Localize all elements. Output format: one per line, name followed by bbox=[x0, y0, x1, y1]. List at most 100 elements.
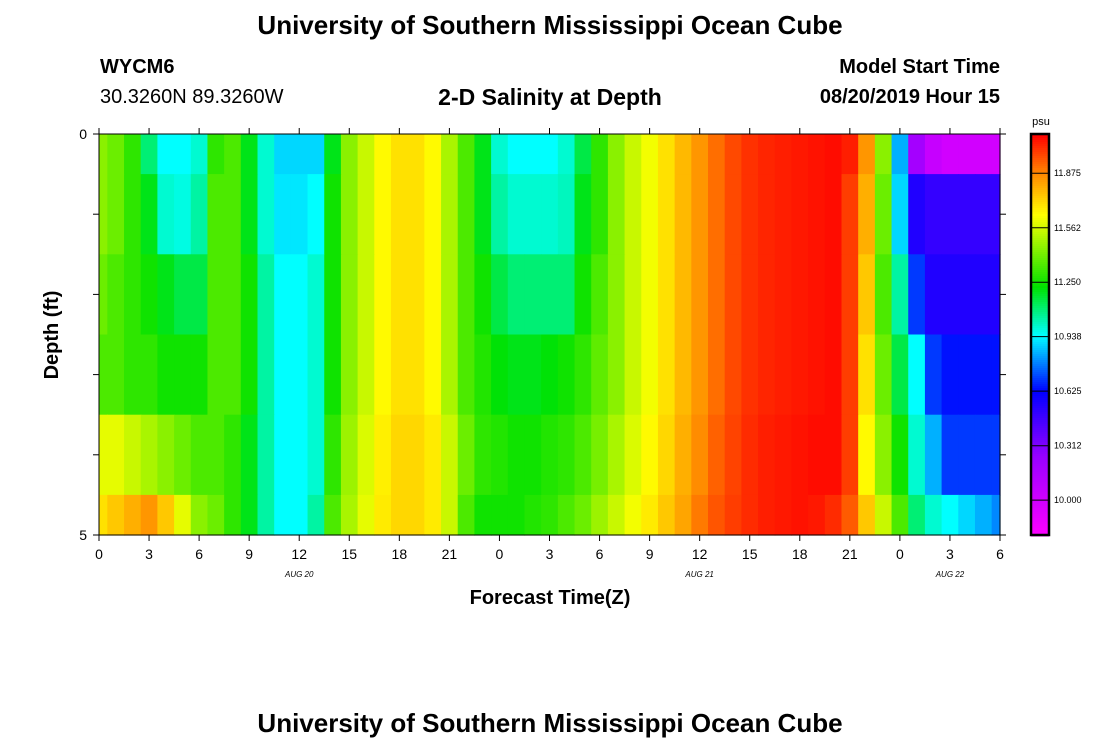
heatmap-cell bbox=[641, 494, 659, 536]
heatmap-cell bbox=[107, 414, 125, 496]
heatmap-cell bbox=[657, 134, 676, 175]
heatmap-cell bbox=[891, 174, 909, 255]
heatmap-cell bbox=[624, 334, 642, 416]
colorbar-swatch bbox=[1031, 170, 1049, 173]
heatmap-cell bbox=[307, 494, 325, 536]
heatmap-cell bbox=[607, 174, 626, 255]
heatmap-cell bbox=[374, 134, 392, 175]
colorbar-swatch bbox=[1031, 354, 1049, 357]
heatmap-cell bbox=[390, 494, 409, 536]
heatmap-cell bbox=[974, 174, 993, 255]
heatmap-cell bbox=[240, 494, 259, 536]
heatmap-cell bbox=[190, 494, 209, 536]
heatmap-cell bbox=[624, 254, 642, 336]
colorbar-swatch bbox=[1031, 478, 1049, 481]
heatmap-cell bbox=[991, 254, 1001, 336]
colorbar-swatch bbox=[1031, 208, 1049, 211]
colorbar-swatch bbox=[1031, 274, 1049, 277]
colorbar-swatch bbox=[1031, 272, 1049, 275]
heatmap-cell bbox=[891, 134, 909, 175]
heatmap-cell bbox=[207, 414, 225, 496]
colorbar-swatch bbox=[1031, 360, 1049, 363]
heatmap-cell bbox=[657, 334, 676, 416]
x-date-label: AUG 20 bbox=[284, 570, 314, 579]
heatmap-cell bbox=[290, 174, 309, 255]
heatmap-cell bbox=[724, 134, 742, 175]
colorbar-swatch bbox=[1031, 448, 1049, 451]
heatmap-cell bbox=[257, 134, 275, 175]
heatmap-cell bbox=[290, 494, 309, 536]
colorbar-swatch bbox=[1031, 508, 1049, 511]
colorbar-swatch bbox=[1031, 286, 1049, 289]
colorbar-swatch bbox=[1031, 206, 1049, 209]
colorbar-swatch bbox=[1031, 148, 1049, 151]
heatmap-cell bbox=[824, 174, 843, 255]
heatmap-cell bbox=[407, 494, 425, 536]
heatmap-cell bbox=[507, 174, 526, 255]
heatmap-cell bbox=[724, 414, 742, 496]
heatmap-cell bbox=[174, 494, 192, 536]
colorbar-swatch bbox=[1031, 276, 1049, 279]
heatmap-cell bbox=[741, 254, 759, 336]
colorbar-swatch bbox=[1031, 256, 1049, 259]
heatmap-cell bbox=[541, 334, 559, 416]
colorbar-swatch bbox=[1031, 220, 1049, 223]
heatmap-cell bbox=[908, 134, 926, 175]
heatmap-cell bbox=[657, 174, 676, 255]
heatmap-cell bbox=[524, 254, 542, 336]
colorbar-swatch bbox=[1031, 436, 1049, 439]
colorbar-swatch bbox=[1031, 142, 1049, 145]
heatmap-cell bbox=[674, 494, 692, 536]
x-tick-label: 21 bbox=[442, 546, 458, 562]
heatmap-cell bbox=[557, 254, 576, 336]
plot-frame bbox=[98, 133, 1001, 536]
heatmap-cell bbox=[557, 334, 576, 416]
heatmap-cell bbox=[124, 494, 142, 536]
heatmap-cell bbox=[524, 494, 542, 536]
colorbar-swatch bbox=[1031, 310, 1049, 313]
heatmap-cell bbox=[357, 414, 375, 496]
heatmap-cell bbox=[474, 334, 492, 416]
heatmap-cell bbox=[808, 254, 826, 336]
colorbar-swatch bbox=[1031, 416, 1049, 419]
heatmap-cell bbox=[424, 254, 442, 336]
colorbar-swatch bbox=[1031, 450, 1049, 453]
colorbar-swatch bbox=[1031, 456, 1049, 459]
heatmap-cell bbox=[824, 414, 843, 496]
colorbar-swatch bbox=[1031, 322, 1049, 325]
colorbar-swatch bbox=[1031, 250, 1049, 253]
heatmap-cell bbox=[657, 254, 676, 336]
x-tick-label: 15 bbox=[742, 546, 758, 562]
heatmap-cell bbox=[124, 334, 142, 416]
heatmap-cell bbox=[657, 494, 676, 536]
heatmap-cell bbox=[340, 334, 359, 416]
heatmap-cell bbox=[958, 494, 976, 536]
colorbar-swatch bbox=[1031, 462, 1049, 465]
heatmap-cell bbox=[591, 494, 609, 536]
colorbar-swatch bbox=[1031, 522, 1049, 525]
colorbar-swatch bbox=[1031, 156, 1049, 159]
heatmap-cell bbox=[457, 414, 476, 496]
colorbar-swatch bbox=[1031, 210, 1049, 213]
heatmap-cell bbox=[207, 174, 225, 255]
x-tick-label: 12 bbox=[692, 546, 708, 562]
colorbar-swatch bbox=[1031, 304, 1049, 307]
colorbar-swatch bbox=[1031, 158, 1049, 161]
colorbar-swatch bbox=[1031, 166, 1049, 169]
heatmap-cell bbox=[741, 174, 759, 255]
heatmap-cell bbox=[324, 414, 342, 496]
colorbar-swatch bbox=[1031, 412, 1049, 415]
colorbar-swatch bbox=[1031, 254, 1049, 257]
y-tick-label: 5 bbox=[79, 527, 87, 543]
colorbar-swatch bbox=[1031, 458, 1049, 461]
heatmap-cell bbox=[457, 494, 476, 536]
heatmap-cell bbox=[157, 134, 175, 175]
station-coordinates: 30.3260N 89.3260W bbox=[100, 86, 284, 108]
colorbar-swatch bbox=[1031, 452, 1049, 455]
heatmap-cell bbox=[107, 254, 125, 336]
heatmap-cell bbox=[958, 174, 976, 255]
colorbar-swatch bbox=[1031, 202, 1049, 205]
heatmap-cell bbox=[674, 134, 692, 175]
heatmap-cell bbox=[99, 174, 108, 255]
colorbar-swatch bbox=[1031, 398, 1049, 401]
